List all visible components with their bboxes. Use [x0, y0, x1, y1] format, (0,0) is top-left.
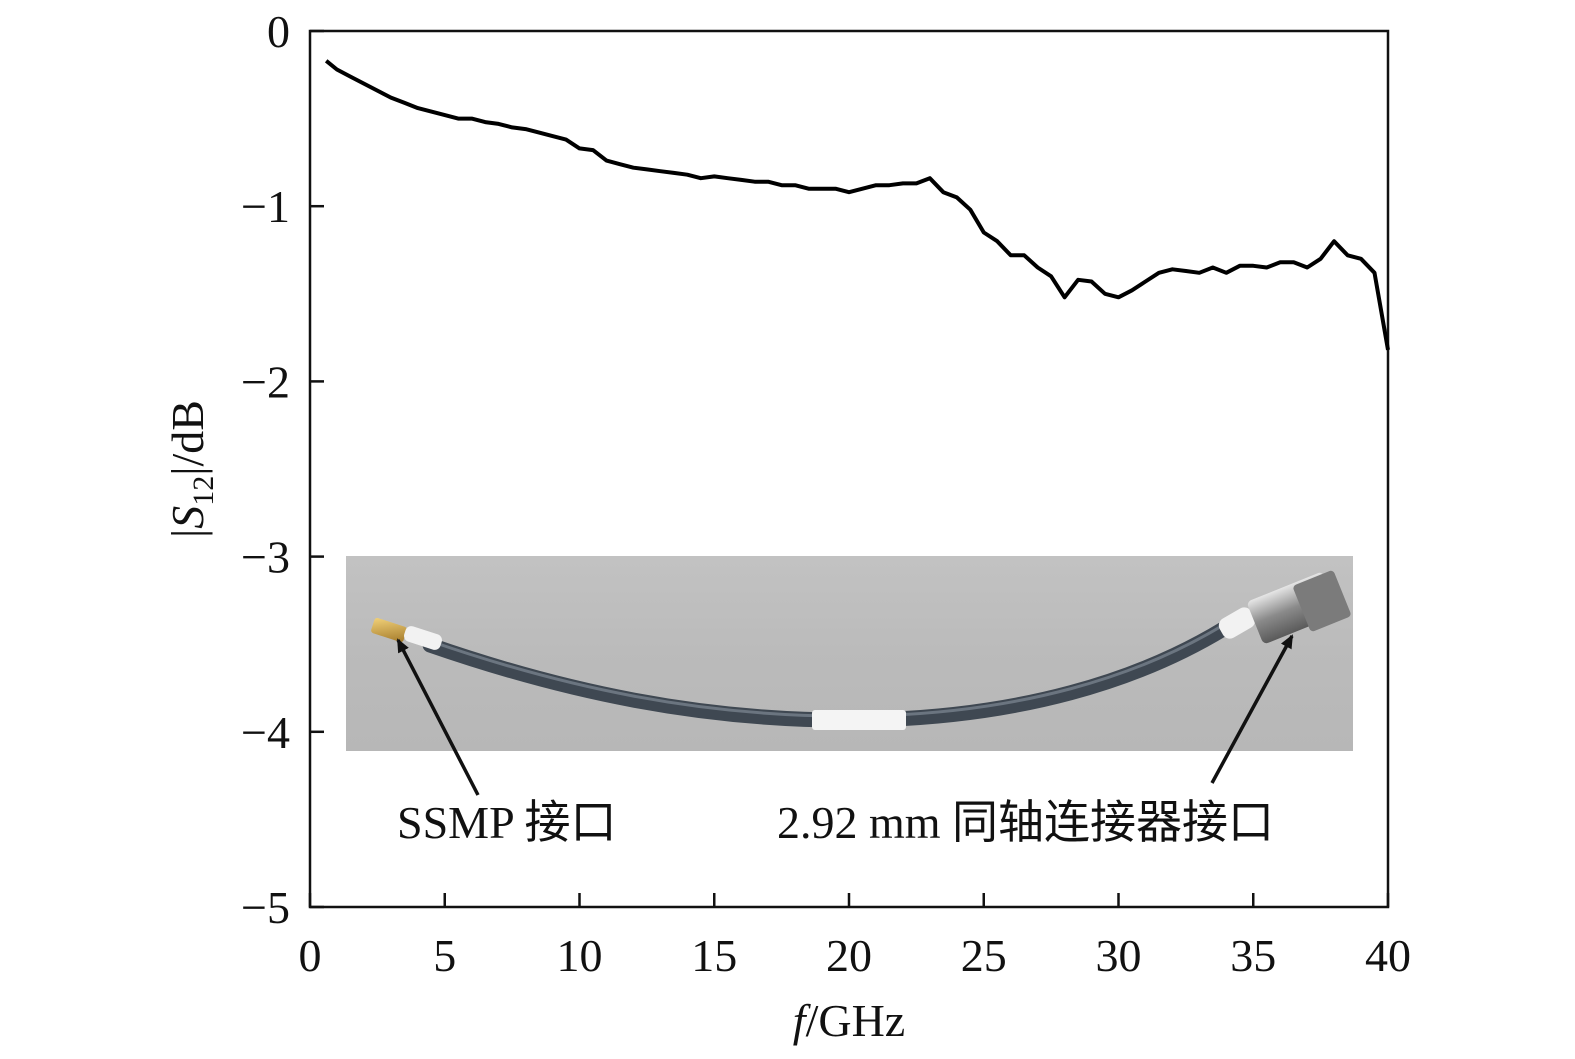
- y-axis-title-unit: |/dB: [162, 400, 213, 476]
- cable-sleeve: [812, 710, 906, 730]
- x-tick-label: 25: [961, 930, 1007, 981]
- annotation-arrow-292mm: [1210, 634, 1294, 784]
- y-tick-label: −5: [241, 882, 290, 933]
- annotation-arrow-ssmp: [396, 638, 480, 796]
- x-tick-label: 20: [826, 930, 872, 981]
- series-line: [324, 59, 1390, 351]
- tick-labels: 0 5 10 15 20 25 30 35 40 0 −1 −2 −3 −4 −5: [241, 6, 1411, 981]
- x-tick-label: 0: [299, 930, 322, 981]
- ssmp-sleeve: [404, 626, 442, 650]
- y-axis-title-symbol: S: [162, 506, 213, 529]
- plot-frame: [308, 29, 1390, 909]
- y-axis-title-bar-left: |: [162, 529, 213, 538]
- x-axis-title: f/GHz: [793, 995, 905, 1046]
- y-tick-label: −4: [241, 707, 290, 758]
- x-tick-label: 10: [557, 930, 603, 981]
- x-tick-label: 40: [1365, 930, 1411, 981]
- x-tick-label: 35: [1230, 930, 1276, 981]
- y-tick-label: −1: [241, 181, 290, 232]
- ssmp-connector: [371, 617, 407, 643]
- y-tick-label: 0: [267, 6, 290, 57]
- sleeve-right: [1218, 607, 1256, 639]
- annotation-292mm: 2.92 mm 同轴连接器接口: [777, 797, 1274, 848]
- x-tick-label: 5: [433, 930, 456, 981]
- y-axis-title-subscript: 12: [187, 476, 220, 506]
- x-axis-title-unit: /GHz: [806, 995, 906, 1046]
- x-tick-label: 30: [1096, 930, 1142, 981]
- ticks: [308, 29, 1390, 909]
- annotation-ssmp: SSMP 接口: [397, 797, 616, 848]
- connector-292mm-nut: [1293, 570, 1351, 632]
- y-axis-title: |S12|/dB: [162, 400, 220, 538]
- x-tick-label: 15: [691, 930, 737, 981]
- y-tick-label: −3: [241, 532, 290, 583]
- cable-photo-inset: [346, 556, 1353, 751]
- y-tick-label: −2: [241, 356, 290, 407]
